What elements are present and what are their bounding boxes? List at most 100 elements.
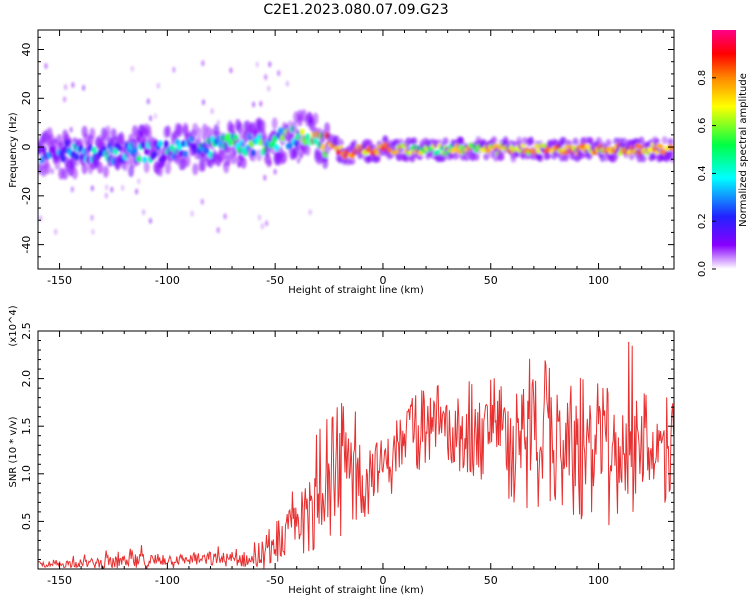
spectrogram-halo — [667, 138, 674, 147]
spectrogram-outlier — [146, 98, 150, 105]
spectrogram-outlier — [90, 214, 94, 221]
spectrogram-cell — [225, 133, 231, 140]
spectrogram-outlier — [267, 85, 271, 92]
y-tick-label: 2.5 — [20, 322, 33, 340]
spectrogram-outlier — [264, 74, 268, 81]
spectrogram-outlier — [296, 157, 301, 164]
spectrogram-outlier — [229, 67, 233, 74]
spectrogram-halo — [240, 156, 247, 169]
x-tick-label: 0 — [379, 274, 386, 287]
spectrogram-cell — [41, 146, 47, 153]
figure-title: C2E1.2023.080.07.09.G23 — [263, 2, 448, 18]
spectrogram-halo — [213, 124, 220, 136]
spectrogram-cell — [179, 149, 185, 157]
spectrogram-outlier — [130, 65, 134, 72]
snr-xlabel: Height of straight line (km) — [288, 585, 424, 596]
spectrogram-cell — [177, 143, 183, 151]
y-tick-label: 40 — [20, 43, 33, 57]
spectrogram-outlier — [237, 162, 241, 168]
spectrogram-halo — [572, 137, 579, 146]
spectrogram-cell — [87, 144, 93, 152]
spectrogram-cell — [305, 133, 311, 141]
spectrogram-cell — [485, 148, 491, 154]
spectrogram-outlier — [243, 137, 248, 143]
spectrogram-outlier — [176, 159, 180, 165]
spectrogram-halo — [97, 161, 104, 174]
colorbar: 0.0 0.2 0.4 0.6 0.8 Normalized spectral ampl… — [697, 30, 749, 277]
spectrogram-cell — [658, 144, 664, 149]
spectrogram-outlier — [199, 142, 203, 149]
spectrogram-cell — [227, 139, 233, 147]
spectrogram-cell — [132, 147, 138, 155]
y-tick-label: -40 — [20, 236, 33, 254]
spectrogram-halo — [442, 137, 449, 146]
spectrogram-outlier — [172, 66, 176, 73]
spectrogram-halo — [411, 137, 418, 146]
spectrogram-outlier — [296, 128, 300, 135]
spectrogram-cell — [113, 147, 119, 155]
spectrogram-halo — [312, 112, 319, 125]
spectrogram-outlier — [82, 84, 86, 91]
spectrogram-halo — [527, 136, 534, 145]
spectrogram-frame — [37, 29, 675, 270]
colorbar-tick-label: 0.8 — [697, 70, 708, 86]
spectrogram-outlier — [223, 161, 227, 168]
spectrogram-outlier — [308, 209, 312, 216]
spectrogram-halo — [89, 127, 96, 140]
spectrogram-outlier — [255, 61, 259, 68]
spectrogram-cell — [157, 140, 163, 148]
y-tick-label: 20 — [20, 91, 33, 105]
spectrogram-halo — [271, 117, 278, 130]
spectrogram-outlier — [71, 82, 75, 88]
spectrogram-halo — [483, 152, 490, 161]
spectrogram-cell — [70, 150, 76, 158]
spectrogram-outlier — [147, 124, 152, 131]
spectrogram-halo — [605, 139, 612, 148]
spectrogram-outlier — [337, 138, 341, 145]
spectrogram-outlier — [259, 100, 263, 107]
spectrogram-outlier — [149, 115, 153, 122]
spectrogram-outlier — [200, 198, 204, 205]
spectrogram-outlier — [201, 99, 206, 106]
spectrogram-cell — [163, 140, 169, 148]
spectrogram-halo — [176, 123, 183, 135]
spectrogram-outlier — [50, 168, 54, 175]
spectrogram-outlier — [54, 228, 58, 235]
spectrogram-cell — [78, 145, 84, 152]
spectrogram-halo — [143, 161, 150, 173]
spectrogram-panel: -150 -100 -50 0 50 100 -40 -20 0 20 40 Height of s… — [8, 29, 675, 296]
spectrogram-halo — [638, 136, 645, 145]
spectrogram-halo — [192, 163, 199, 176]
spectrogram-outlier — [68, 137, 72, 144]
x-tick-label: -100 — [155, 274, 180, 287]
spectrogram-outlier — [99, 145, 103, 152]
y-tick-label: 0.5 — [20, 513, 33, 531]
colorbar-label: Normalized spectral amplitude — [738, 73, 749, 227]
colorbar-ticks: 0.0 0.2 0.4 0.6 0.8 — [697, 70, 716, 277]
y-tick-label: 0 — [20, 144, 33, 151]
spectrogram-outlier — [69, 126, 73, 133]
colorbar-gradient — [712, 30, 736, 269]
spectrogram-halo — [44, 162, 51, 175]
spectrogram-halo — [545, 151, 552, 160]
spectrogram-outlier — [210, 108, 214, 115]
x-tick-label: 0 — [379, 574, 386, 587]
spectrogram-halo — [516, 136, 523, 145]
x-tick-label: -100 — [155, 574, 180, 587]
spectrogram-outlier — [156, 82, 160, 89]
spectrogram-outlier — [223, 213, 227, 220]
spectrogram-outlier — [110, 186, 114, 193]
spectrogram-outlier — [268, 159, 272, 166]
spectrogram-halo — [71, 167, 78, 180]
spectrogram-outlier — [216, 119, 220, 126]
x-tick-label: -50 — [266, 274, 284, 287]
spectrogram-cell — [272, 135, 278, 143]
spectrogram-outlier — [288, 147, 292, 154]
spectrogram-outlier — [252, 101, 256, 108]
spectrogram-cell — [91, 146, 97, 154]
spectrogram-outlier — [260, 223, 264, 230]
spectrogram-halo — [182, 122, 189, 135]
spectrogram-halo — [196, 127, 202, 140]
spectrogram-cell — [248, 140, 254, 148]
snr-axes: -150 -100 -50 0 50 100 0.5 1.0 1.5 2.0 2.5 — [20, 322, 674, 587]
